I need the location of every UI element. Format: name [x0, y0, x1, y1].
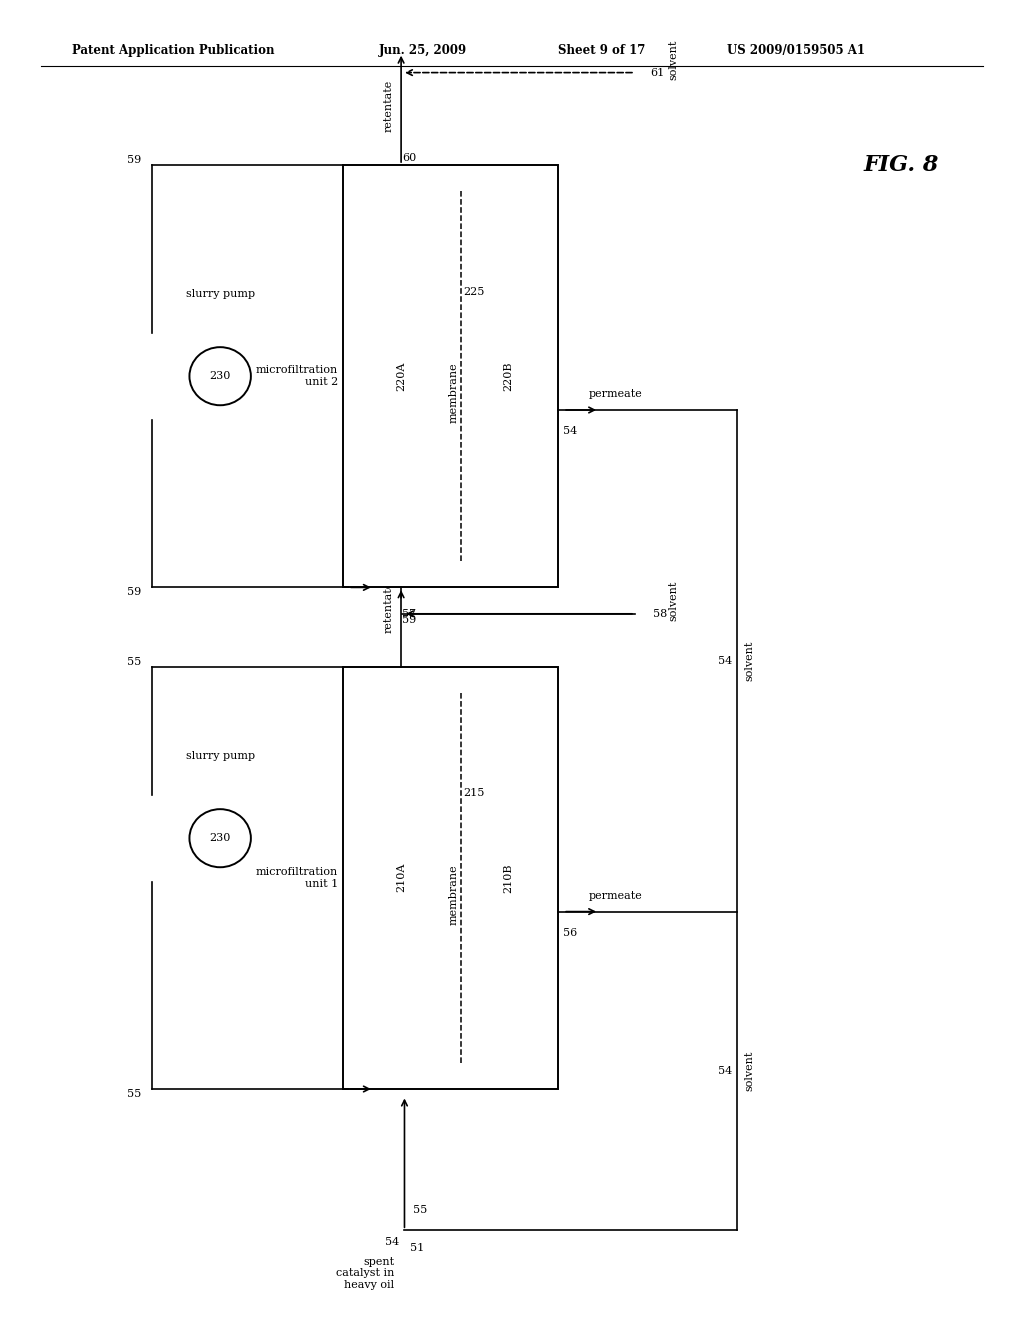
Text: 230: 230	[210, 833, 230, 843]
Bar	[343, 667, 558, 1089]
Text: membrane: membrane	[449, 865, 458, 925]
Text: 215: 215	[463, 788, 484, 799]
Text: 59: 59	[402, 615, 417, 626]
Text: 220B: 220B	[504, 362, 514, 391]
Ellipse shape	[189, 347, 251, 405]
Text: Jun. 25, 2009: Jun. 25, 2009	[379, 44, 467, 57]
Text: 59: 59	[127, 154, 141, 165]
Text: 60: 60	[402, 153, 417, 164]
Text: 210B: 210B	[504, 863, 514, 892]
Text: Patent Application Publication: Patent Application Publication	[72, 44, 274, 57]
Text: 51: 51	[410, 1243, 424, 1254]
Text: 55: 55	[127, 1089, 141, 1100]
Text: 55: 55	[127, 656, 141, 667]
Text: microfiltration
unit 2: microfiltration unit 2	[256, 366, 338, 387]
Text: 55: 55	[413, 1205, 427, 1216]
Text: 54: 54	[385, 1237, 399, 1247]
Text: retentate: retentate	[384, 581, 394, 634]
Text: permeate: permeate	[589, 389, 642, 399]
Text: FIG. 8: FIG. 8	[863, 154, 939, 176]
Text: 220A: 220A	[396, 362, 407, 391]
Text: 57: 57	[402, 609, 417, 619]
Ellipse shape	[189, 809, 251, 867]
Text: 56: 56	[563, 928, 578, 937]
Text: membrane: membrane	[449, 363, 458, 424]
Text: 54: 54	[563, 426, 578, 436]
Text: 58: 58	[653, 609, 668, 619]
Text: retentate: retentate	[384, 79, 394, 132]
Text: spent
catalyst in
heavy oil: spent catalyst in heavy oil	[336, 1257, 394, 1290]
Text: 230: 230	[210, 371, 230, 381]
Text: US 2009/0159505 A1: US 2009/0159505 A1	[727, 44, 865, 57]
Text: microfiltration
unit 1: microfiltration unit 1	[256, 867, 338, 888]
Text: slurry pump: slurry pump	[185, 289, 255, 300]
Text: solvent: solvent	[669, 40, 679, 79]
Text: solvent: solvent	[744, 640, 755, 681]
Text: solvent: solvent	[669, 581, 679, 620]
Text: 54: 54	[718, 1067, 732, 1076]
Text: permeate: permeate	[589, 891, 642, 900]
Text: 59: 59	[127, 587, 141, 598]
Text: 54: 54	[718, 656, 732, 665]
Text: solvent: solvent	[744, 1051, 755, 1092]
Text: slurry pump: slurry pump	[185, 751, 255, 762]
Bar	[343, 165, 558, 587]
Text: 225: 225	[463, 286, 484, 297]
Text: 210A: 210A	[396, 863, 407, 892]
Text: Sheet 9 of 17: Sheet 9 of 17	[558, 44, 645, 57]
Text: 61: 61	[650, 67, 665, 78]
